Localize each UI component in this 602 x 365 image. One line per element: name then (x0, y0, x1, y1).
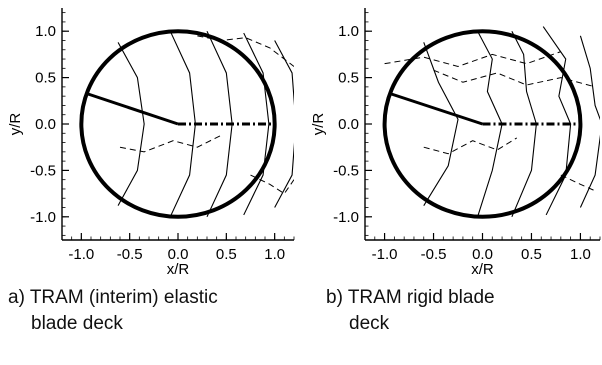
x-axis-label: x/R (471, 261, 494, 278)
caption-a-line-1: a) TRAM (interim) elastic (8, 287, 218, 308)
y-tick-label: 1.0 (35, 23, 56, 40)
wake-section-line (243, 32, 270, 216)
y-tick-label: 0.5 (35, 70, 56, 87)
wake-section-line (477, 30, 503, 217)
x-tick-label: 1.0 (264, 246, 285, 263)
reference-blade-line (85, 91, 179, 126)
y-tick-label: 0.0 (35, 116, 56, 133)
y-tick-label: -1.0 (30, 209, 56, 226)
y-tick-label: 0.0 (338, 116, 359, 133)
wake-dashed-line (433, 69, 596, 88)
x-tick-label: -0.5 (421, 246, 447, 263)
x-tick-label: 0.5 (216, 246, 237, 263)
caption-a-line-2: blade deck (31, 313, 123, 334)
x-tick-label: -1.0 (372, 246, 398, 263)
panel-b: 1.0 0.5 0.0 -0.5 -1.0 -1.0 -0.5 0.0 0.5 1.0 x/R y/R (310, 8, 601, 278)
wake-dashed-line (250, 174, 294, 195)
plot-area (382, 26, 600, 219)
plot-area (79, 29, 294, 219)
y-tick-label: 1.0 (338, 23, 359, 40)
wake-dashed-line (560, 174, 596, 192)
wake-dashed-line (384, 51, 561, 67)
x-tick-label: 0.5 (521, 246, 542, 263)
panel-a: 1.0 0.5 0.0 -0.5 -1.0 -1.0 -0.5 0.0 0.5 1.0 x/R y/R (7, 8, 295, 278)
y-tick-label: -1.0 (333, 209, 359, 226)
y-tick-label: -0.5 (333, 162, 359, 179)
caption-b-line-1: b) TRAM rigid blade (326, 287, 495, 308)
wake-dashed-line (197, 35, 294, 67)
caption-a: a) TRAM (interim) elastic blade deck (8, 285, 218, 337)
wake-dashed-line (119, 134, 222, 153)
wake-section-line (579, 35, 600, 208)
wake-section-line (423, 42, 459, 206)
y-tick-label: -0.5 (30, 162, 56, 179)
y-tick-label: 0.5 (338, 70, 359, 87)
y-axis-label: y/R (7, 113, 24, 136)
x-tick-label: 1.0 (570, 246, 591, 263)
wake-section-line (511, 30, 537, 218)
x-tick-label: 0.0 (168, 246, 189, 263)
y-axis-label: y/R (310, 113, 327, 136)
x-axis-label: x/R (167, 261, 190, 278)
caption-b: b) TRAM rigid blade deck (326, 285, 495, 337)
wake-section-line (274, 40, 294, 208)
reference-blade-line (389, 91, 483, 126)
x-tick-label: -0.5 (117, 246, 143, 263)
x-tick-label: 0.0 (472, 246, 493, 263)
wake-section-line (117, 42, 145, 206)
wake-section-line (542, 26, 572, 216)
caption-b-line-2: deck (349, 313, 390, 334)
wake-dashed-line (423, 137, 518, 155)
x-tick-label: -1.0 (68, 246, 94, 263)
